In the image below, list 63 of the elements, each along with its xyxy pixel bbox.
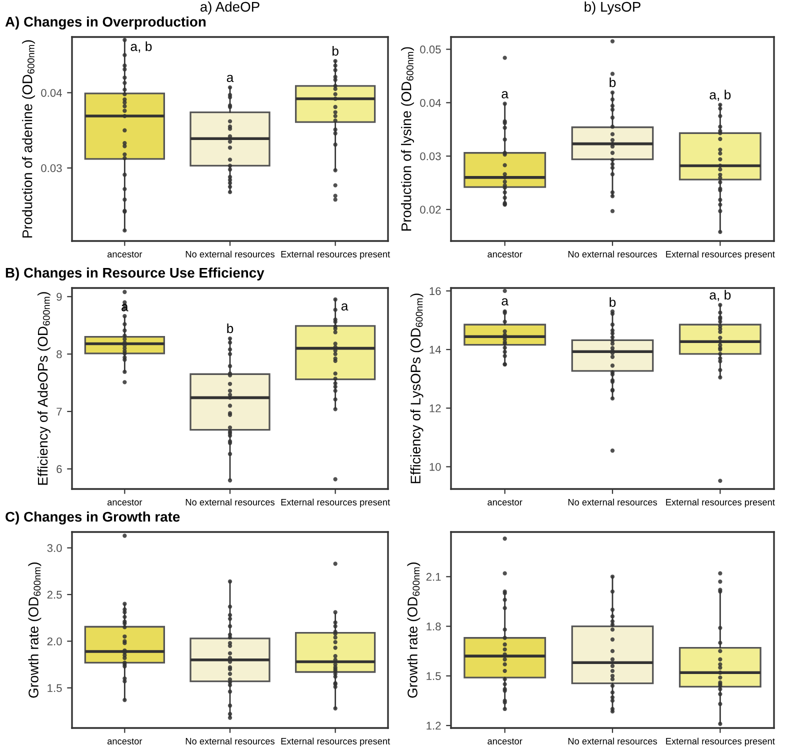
y-tick-label: 7: [56, 408, 62, 416]
y-tick-label: 1.5: [426, 672, 441, 680]
x-tick-label: External resources present: [666, 250, 775, 260]
x-tick-label: No external resources: [186, 250, 275, 258]
x-tick-label: No external resources: [568, 738, 658, 744]
chart-title: B) Changes in Resource Use Efficiency: [6, 267, 264, 281]
y-axis-title: Production of adenine (OD$_{600nm}$): [22, 40, 35, 238]
annotation: a: [226, 74, 234, 82]
y-tick-label: 8: [56, 350, 62, 358]
x-tick-label: ancestor: [488, 251, 522, 258]
y-axis-title: Efficiency of LysOPs (OD$_{600nm}$): [410, 294, 424, 484]
chart-subtitle: b) LysOP: [584, 2, 640, 14]
annotation: a: [502, 298, 508, 306]
x-tick-label: ancestor: [107, 499, 142, 506]
x-tick-label: No external resources: [568, 498, 658, 506]
annotation: b: [332, 46, 338, 56]
annotation: a, b: [130, 41, 152, 53]
y-tick-label: 14: [430, 346, 441, 354]
y-tick-label: 1.8: [426, 622, 441, 630]
chart-title: A) Changes in Overproduction: [5, 16, 206, 30]
x-tick-label: External resources present: [666, 498, 775, 508]
x-tick-label: External resources present: [281, 250, 390, 260]
y-tick-label: 9: [56, 292, 62, 301]
y-tick-label: 0.05: [420, 46, 441, 54]
annotation: b: [610, 297, 616, 307]
y-axis-title: Production of lysine (OD$_{600nm}$): [401, 47, 414, 231]
x-tick-label: ancestor: [107, 251, 142, 258]
annotation: a, b: [710, 90, 731, 101]
x-tick-label: External resources present: [666, 738, 775, 746]
x-tick-label: External resources present: [281, 498, 390, 508]
y-tick-label: 6: [56, 465, 62, 474]
x-tick-label: No external resources: [568, 250, 658, 258]
y-axis-title: Growth rate (OD$_{600nm}$): [28, 562, 42, 698]
y-tick-label: 0.03: [41, 164, 62, 172]
x-tick-label: ancestor: [107, 738, 142, 744]
y-tick-label: 16: [430, 287, 441, 296]
x-tick-label: External resources present: [281, 738, 390, 746]
y-tick-label: 2.0: [47, 637, 62, 646]
y-tick-label: 2.1: [426, 572, 441, 581]
annotation: b: [610, 77, 616, 88]
chart-title: C) Changes in Growth rate: [6, 511, 180, 525]
y-tick-label: 3.0: [47, 544, 62, 552]
y-tick-label: 0.03: [420, 152, 441, 160]
x-tick-label: ancestor: [488, 499, 522, 506]
annotation: a: [341, 303, 348, 311]
y-tick-label: 0.04: [420, 98, 441, 107]
x-tick-label: No external resources: [186, 498, 275, 506]
y-tick-label: 2.5: [47, 590, 62, 599]
y-axis-title: Efficiency of AdeOPs (OD$_{600nm}$): [37, 292, 50, 485]
y-tick-label: 1.5: [48, 684, 62, 692]
x-tick-label: ancestor: [488, 738, 522, 744]
annotation: a: [122, 304, 128, 312]
chart-subtitle: a) AdeOP: [200, 2, 260, 14]
annotation: a: [502, 91, 508, 98]
x-tick-label: No external resources: [186, 738, 275, 744]
y-tick-label: 0.04: [41, 88, 62, 97]
annotation: a, b: [710, 290, 731, 302]
y-tick-label: 1.2: [426, 722, 441, 730]
annotation: b: [227, 323, 234, 334]
y-tick-label: 10: [430, 463, 441, 471]
y-axis-title: Growth rate (OD$_{600nm}$): [407, 562, 420, 698]
y-tick-label: 0.02: [420, 206, 441, 214]
y-tick-label: 12: [430, 404, 441, 412]
